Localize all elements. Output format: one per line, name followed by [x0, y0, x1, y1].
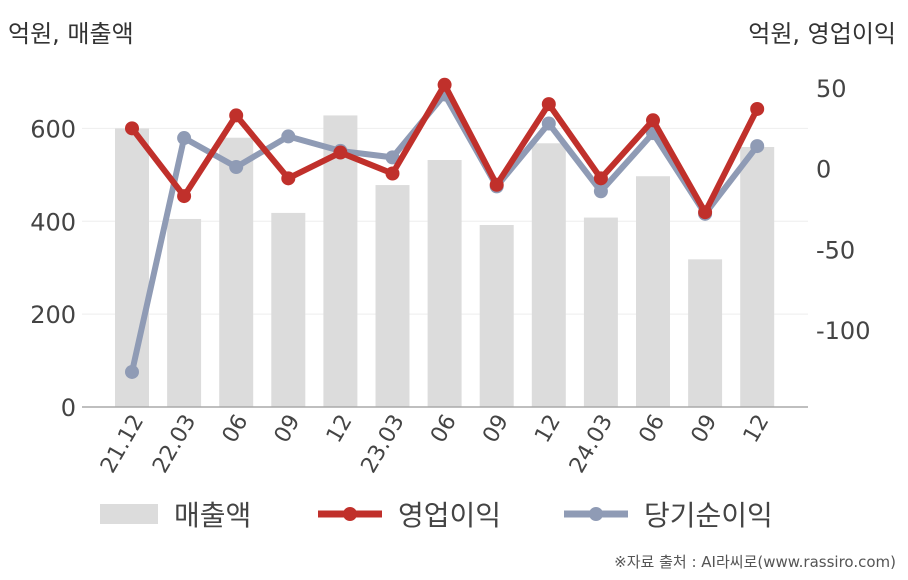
net-income-point: [177, 131, 192, 146]
bar-revenue: [688, 259, 723, 407]
net-income-point: [593, 184, 608, 199]
legend-item-operating-profit: 영업이익: [318, 494, 501, 534]
left-axis-tick-label: 200: [30, 301, 76, 329]
legend-operating-profit-swatch: [318, 507, 382, 521]
net-income-point: [385, 150, 400, 165]
net-income-point: [541, 116, 556, 131]
bar-revenue: [531, 143, 566, 408]
left-axis-unit-label: 억원, 매출액: [8, 20, 134, 48]
bar-revenue: [740, 147, 775, 407]
legend-item-revenue: 매출액: [100, 494, 251, 534]
bar-revenue: [167, 218, 202, 407]
x-axis-tick-label: 09: [687, 411, 723, 448]
bar-revenue: [583, 217, 618, 407]
operating-profit-point: [646, 113, 660, 128]
legend-net-income-label: 당기순이익: [644, 499, 773, 532]
right-axis-tick-label: 0: [816, 156, 831, 184]
net-income-point: [125, 364, 139, 379]
x-axis-tick-label: 12: [739, 411, 775, 448]
legend-operating-profit-label: 영업이익: [398, 499, 502, 532]
chart-legend: 매출액 영업이익 당기순이익: [0, 494, 908, 534]
right-axis-tick-label: 50: [816, 75, 847, 103]
left-axis-tick-label: 600: [30, 115, 76, 143]
left-axis-tick-label: 400: [30, 208, 76, 236]
bar-revenue: [636, 176, 670, 407]
bar-revenue: [323, 115, 358, 407]
legend-revenue-swatch: [100, 504, 158, 524]
x-axis-tick-label: 24.03: [565, 411, 618, 478]
x-axis-tick-label: 06: [218, 411, 254, 448]
x-axis-tick-label: 09: [270, 411, 306, 448]
operating-profit-point: [177, 189, 192, 204]
legend-item-net-income: 당기순이익: [564, 494, 773, 534]
left-axis-tick-label: 0: [61, 394, 76, 422]
bar-revenue: [479, 225, 514, 407]
operating-profit-point: [750, 101, 765, 116]
x-axis-tick-label: 06: [635, 411, 671, 448]
operating-profit-point: [593, 171, 608, 186]
x-axis-tick-label: 09: [478, 411, 514, 448]
operating-profit-point: [385, 166, 400, 181]
legend-revenue-label: 매출액: [174, 499, 252, 532]
right-axis-unit-label: 억원, 영업이익: [748, 20, 896, 48]
bar-revenue: [427, 160, 462, 407]
x-axis-tick-label: 12: [322, 411, 358, 448]
bar-revenue: [375, 185, 410, 407]
operating-profit-point: [333, 145, 348, 160]
operating-profit-point: [489, 177, 504, 192]
operating-profit-point: [125, 121, 139, 136]
operating-profit-point: [541, 97, 556, 112]
right-axis-tick-label: -50: [816, 236, 855, 264]
source-credit: ※자료 출처 : AI라씨로(www.rassiro.com): [614, 553, 896, 571]
x-axis-tick-label: 23.03: [357, 411, 410, 478]
x-axis-tick-label: 22.03: [148, 411, 201, 478]
net-income-point: [750, 139, 765, 154]
operating-profit-point: [281, 171, 296, 186]
x-axis-tick-label: 06: [426, 411, 462, 448]
bar-revenue: [271, 212, 306, 407]
x-axis-tick-label: 12: [530, 411, 566, 448]
right-axis-tick-label: -100: [816, 317, 870, 345]
operating-profit-point: [698, 205, 713, 220]
bar-revenue: [219, 137, 254, 407]
operating-profit-point: [437, 77, 452, 92]
x-axis-tick-label: 21.12: [96, 411, 149, 478]
net-income-point: [229, 160, 244, 175]
operating-profit-point: [229, 108, 244, 123]
net-income-point: [281, 129, 296, 144]
legend-net-income-swatch: [564, 507, 628, 521]
